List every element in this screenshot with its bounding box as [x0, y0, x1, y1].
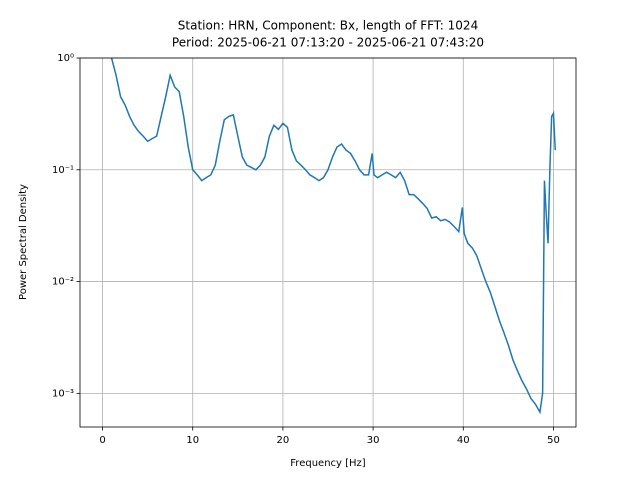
y-tick-label: 10⁻³ [52, 388, 74, 399]
x-tick-label: 0 [99, 435, 105, 446]
y-tick-label: 10⁰ [57, 53, 74, 64]
y-axis-label: Power Spectral Density [18, 184, 29, 300]
y-tick-label: 10⁻¹ [52, 165, 74, 176]
x-tick-label: 50 [547, 435, 560, 446]
x-tick-label: 20 [277, 435, 290, 446]
line [110, 58, 557, 415]
plot-frame [79, 57, 577, 428]
x-tick-label: 30 [367, 435, 380, 446]
chart-title: Period: 2025-06-21 07:13:20 - 2025-06-21… [172, 36, 484, 50]
x-tick-label: 10 [186, 435, 199, 446]
x-tick-label: 40 [457, 435, 470, 446]
x-axis-label: Frequency [Hz] [290, 458, 366, 469]
y-tick-label: 10⁻² [52, 277, 74, 288]
chart-title: Station: HRN, Component: Bx, length of F… [178, 19, 478, 33]
